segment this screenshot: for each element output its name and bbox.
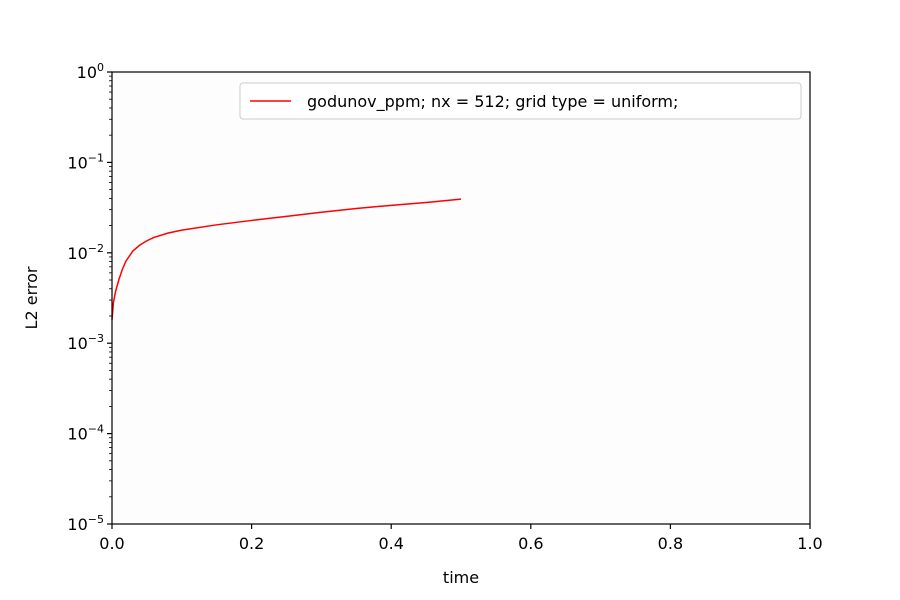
y-tick-label: 100 — [77, 61, 104, 82]
legend-label: godunov_ppm; nx = 512; grid type = unifo… — [307, 92, 678, 112]
x-axis-label: time — [443, 568, 479, 587]
y-axis-label: L2 error — [22, 266, 41, 329]
series-layer — [111, 198, 462, 321]
y-tick-label: 10−2 — [67, 242, 104, 263]
series-line — [111, 198, 462, 321]
legend-box — [239, 82, 802, 120]
x-tick-label: 1.0 — [797, 534, 822, 553]
x-tick-label: 0.2 — [239, 534, 264, 553]
x-axis-ticks: 0.0 0.2 0.4 0.6 0.8 1.0 — [99, 524, 823, 553]
plot-area — [112, 72, 810, 524]
plot-frame — [111, 71, 811, 525]
y-tick-label: 10−5 — [67, 513, 104, 534]
y-axis-ticks: 10−5 10−4 10−3 10−2 10−1 100 — [67, 61, 112, 534]
x-tick-label: 0.4 — [378, 534, 403, 553]
x-tick-label: 0.6 — [518, 534, 543, 553]
x-tick-label: 0.0 — [99, 534, 124, 553]
x-tick-label: 0.8 — [658, 534, 683, 553]
y-tick-label: 10−3 — [67, 332, 104, 353]
y-tick-label: 10−4 — [67, 423, 104, 444]
legend: godunov_ppm; nx = 512; grid type = unifo… — [239, 82, 802, 120]
y-tick-label: 10−1 — [67, 151, 104, 172]
